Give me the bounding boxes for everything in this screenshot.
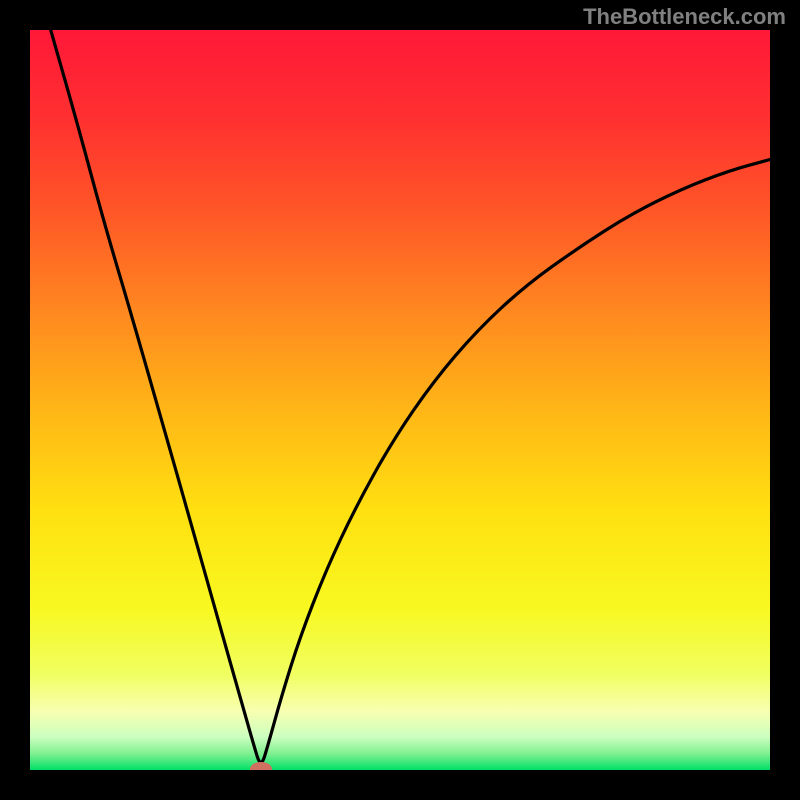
bottleneck-curve (30, 30, 770, 770)
plot-area (30, 30, 770, 770)
bottom-border-strip (0, 772, 800, 800)
watermark-text: TheBottleneck.com (583, 4, 786, 30)
minimum-marker (250, 762, 272, 770)
chart-frame: TheBottleneck.com (0, 0, 800, 800)
